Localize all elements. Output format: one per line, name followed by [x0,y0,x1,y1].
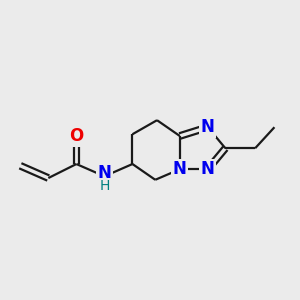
Text: O: O [69,127,83,145]
Text: N: N [201,160,215,178]
Text: N: N [201,118,215,136]
Text: N: N [173,160,187,178]
Text: N: N [98,164,111,182]
Text: H: H [99,179,110,193]
